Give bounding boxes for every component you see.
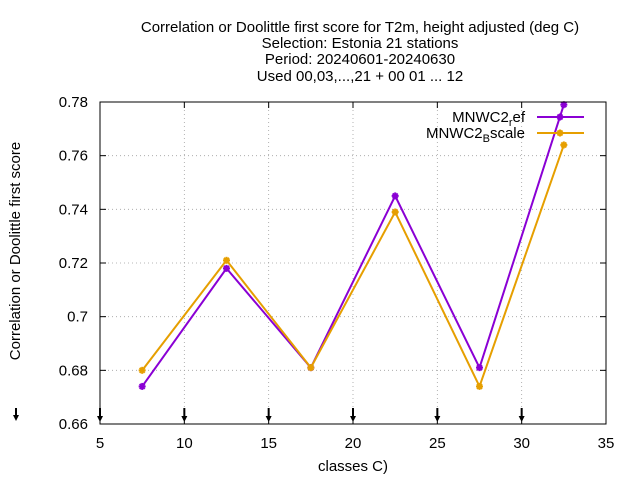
x-tick-label: 20 — [345, 435, 362, 452]
count-marker-icon — [434, 408, 441, 422]
legend-entry: MNWC2Bscale — [426, 125, 584, 145]
y-axis-label: Correlation or Doolittle first score — [7, 142, 24, 360]
chart-title-line-4: Used 00,03,...,21 + 00 01 ... 12 — [257, 68, 463, 85]
legend-entry: MNWC2ref — [452, 109, 584, 129]
x-tick-label: 25 — [429, 435, 446, 452]
grid — [100, 102, 606, 424]
count-marker-icon — [97, 408, 103, 422]
y-tick-label: 0.78 — [59, 94, 88, 111]
chart-title-line-2: Selection: Estonia 21 stations — [262, 35, 459, 52]
chart-title-line-3: Period: 20240601-20240630 — [265, 51, 455, 68]
data-point — [476, 364, 483, 372]
y-tick-label: 0.66 — [59, 416, 88, 433]
ticks: 5 10 15 20 25 30 35 0.66 0.68 0.7 0.72 0.74 0.76 0.78 — [59, 94, 615, 452]
y-tick-label: 0.7 — [67, 309, 88, 326]
series-layer — [138, 101, 568, 390]
data-point — [560, 141, 568, 149]
count-marker-icon — [181, 408, 188, 422]
y-tick-label: 0.76 — [59, 148, 88, 165]
legend-label: MNWC2Bscale — [426, 125, 525, 145]
legend-label: MNWC2ref — [452, 109, 526, 129]
y-tick-label: 0.68 — [59, 362, 88, 379]
data-point — [223, 256, 230, 264]
data-point — [476, 382, 483, 390]
chart-title-line-1: Correlation or Doolittle first score for… — [141, 19, 579, 36]
data-point — [391, 208, 399, 216]
data-point — [223, 264, 230, 272]
count-markers — [97, 408, 525, 422]
x-tick-label: 30 — [513, 435, 530, 452]
data-point — [138, 366, 146, 374]
series-mnwc2-ref — [138, 101, 568, 390]
data-point — [138, 382, 146, 390]
x-tick-label: 35 — [598, 435, 615, 452]
x-tick-label: 5 — [96, 435, 104, 452]
series-line — [141, 104, 565, 388]
data-point — [307, 364, 315, 372]
x-axis-label: classes C) — [318, 458, 388, 475]
series-line — [141, 144, 565, 390]
x-tick-label: 10 — [176, 435, 193, 452]
chart-title: Correlation or Doolittle first score for… — [141, 19, 579, 85]
series-mnwc2-bscale — [138, 141, 568, 390]
count-marker-icon — [518, 408, 525, 422]
y-axis-arrow-icon — [13, 408, 19, 421]
count-marker-icon — [350, 408, 356, 422]
x-tick-label: 15 — [260, 435, 277, 452]
count-marker-icon — [265, 408, 272, 422]
legend-marker — [556, 129, 564, 137]
y-tick-label: 0.72 — [59, 255, 88, 272]
data-point — [391, 192, 399, 200]
legend-marker — [556, 113, 564, 121]
y-tick-label: 0.74 — [59, 201, 88, 218]
